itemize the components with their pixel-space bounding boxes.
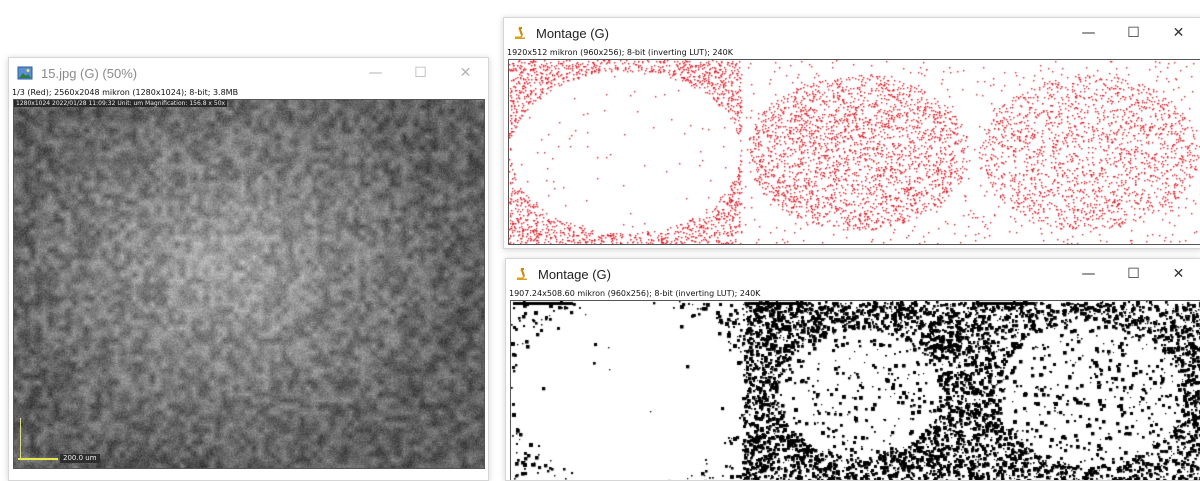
montage-red-canvas[interactable] xyxy=(508,59,1200,245)
microscope-icon xyxy=(512,25,528,41)
close-button[interactable]: ✕ xyxy=(1172,266,1185,282)
close-button[interactable]: ✕ xyxy=(1172,25,1185,41)
scale-bar-tick xyxy=(20,418,21,458)
microscope-icon xyxy=(514,266,530,282)
montage-bw-window[interactable]: Montage (G) — ☐ ✕ 1907.24x508.60 mikron … xyxy=(505,258,1200,481)
montage-bw-info-line: 1907.24x508.60 mikron (960x256); 8-bit (… xyxy=(509,289,761,298)
maximize-button[interactable]: ☐ xyxy=(414,65,427,81)
red-points-montage xyxy=(509,60,1200,244)
scale-bar-label: 200.0 um xyxy=(60,454,100,463)
image-metadata-overlay: 1280x1024 2022/01/28 11:09:32 Unit: um M… xyxy=(14,100,228,107)
image-info-line: 1/3 (Red); 2560x2048 mikron (1280x1024);… xyxy=(12,88,239,97)
montage-bw-canvas[interactable] xyxy=(510,300,1200,480)
scale-bar-line xyxy=(18,457,58,460)
minimize-button[interactable]: — xyxy=(1081,266,1096,282)
montage-bw-titlebar[interactable]: Montage (G) — ☐ ✕ xyxy=(506,259,1200,289)
window-title: Montage (G) xyxy=(538,266,611,282)
minimize-button[interactable]: — xyxy=(1081,25,1096,41)
window-title: 15.jpg (G) (50%) xyxy=(41,65,138,81)
image-window-icon xyxy=(17,65,33,81)
scale-bar: 200.0 um xyxy=(18,454,100,463)
maximize-button[interactable]: ☐ xyxy=(1127,25,1140,41)
window-title: Montage (G) xyxy=(536,25,609,41)
montage-red-info-line: 1920x512 mikron (960x256); 8-bit (invert… xyxy=(507,48,733,57)
image-canvas[interactable]: 1280x1024 2022/01/28 11:09:32 Unit: um M… xyxy=(13,99,485,469)
minimize-button[interactable]: — xyxy=(368,65,383,81)
close-button[interactable]: ✕ xyxy=(459,65,472,81)
maximize-button[interactable]: ☐ xyxy=(1127,266,1140,282)
binary-montage xyxy=(511,301,1200,480)
image-window[interactable]: 15.jpg (G) (50%) — ☐ ✕ 1/3 (Red); 2560x2… xyxy=(8,57,489,481)
montage-red-titlebar[interactable]: Montage (G) — ☐ ✕ xyxy=(504,18,1200,48)
grayscale-image xyxy=(14,100,484,468)
montage-red-window[interactable]: Montage (G) — ☐ ✕ 1920x512 mikron (960x2… xyxy=(503,17,1200,249)
image-window-titlebar[interactable]: 15.jpg (G) (50%) — ☐ ✕ xyxy=(9,58,488,88)
